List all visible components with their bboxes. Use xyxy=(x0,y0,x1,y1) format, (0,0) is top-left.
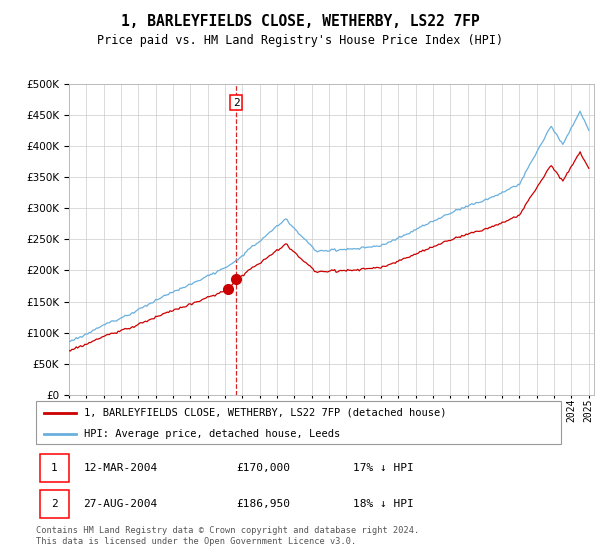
FancyBboxPatch shape xyxy=(40,490,69,518)
FancyBboxPatch shape xyxy=(40,454,69,482)
Text: 12-MAR-2004: 12-MAR-2004 xyxy=(83,463,158,473)
Text: 2: 2 xyxy=(51,499,58,509)
Text: Contains HM Land Registry data © Crown copyright and database right 2024.
This d: Contains HM Land Registry data © Crown c… xyxy=(36,526,419,546)
Text: 1, BARLEYFIELDS CLOSE, WETHERBY, LS22 7FP: 1, BARLEYFIELDS CLOSE, WETHERBY, LS22 7F… xyxy=(121,14,479,29)
Text: Price paid vs. HM Land Registry's House Price Index (HPI): Price paid vs. HM Land Registry's House … xyxy=(97,34,503,46)
Text: 1: 1 xyxy=(51,463,58,473)
Text: 18% ↓ HPI: 18% ↓ HPI xyxy=(353,499,413,509)
Text: 27-AUG-2004: 27-AUG-2004 xyxy=(83,499,158,509)
Text: 17% ↓ HPI: 17% ↓ HPI xyxy=(353,463,413,473)
FancyBboxPatch shape xyxy=(36,402,562,444)
Text: £170,000: £170,000 xyxy=(236,463,290,473)
Text: £186,950: £186,950 xyxy=(236,499,290,509)
Text: 1, BARLEYFIELDS CLOSE, WETHERBY, LS22 7FP (detached house): 1, BARLEYFIELDS CLOSE, WETHERBY, LS22 7F… xyxy=(83,408,446,418)
Text: HPI: Average price, detached house, Leeds: HPI: Average price, detached house, Leed… xyxy=(83,429,340,439)
Text: 2: 2 xyxy=(233,97,239,108)
